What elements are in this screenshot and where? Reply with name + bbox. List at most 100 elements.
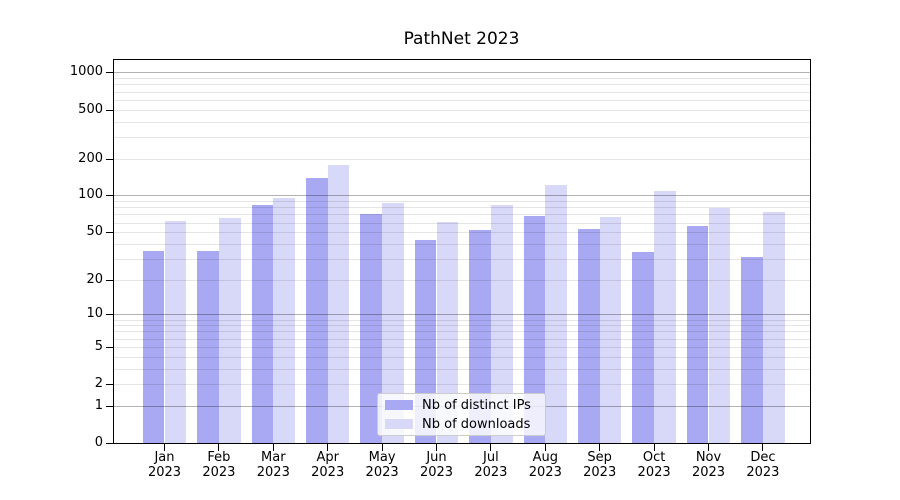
bar-downloads-feb bbox=[218, 218, 241, 443]
bar-ips-apr bbox=[306, 177, 328, 443]
x-tick-mark bbox=[327, 444, 329, 451]
bar-downloads-may bbox=[382, 202, 404, 443]
x-tick-label-month: Nov bbox=[695, 450, 722, 465]
gridline-minor bbox=[113, 207, 810, 209]
y-tick-label: 200 bbox=[78, 150, 103, 166]
x-tick-label-year: 2023 bbox=[311, 465, 345, 480]
gridline-minor bbox=[113, 214, 810, 216]
gridline-major bbox=[113, 72, 810, 74]
x-tick-label-dec: Dec 2023 bbox=[733, 450, 793, 480]
bar-downloads-aug bbox=[545, 184, 567, 443]
x-tick-label-month: Jan bbox=[154, 450, 175, 465]
x-tick-mark bbox=[490, 444, 492, 451]
gridline-minor bbox=[113, 84, 810, 86]
x-tick-label-year: 2023 bbox=[147, 465, 182, 480]
bar-ips-may bbox=[360, 213, 383, 443]
bar-downloads-nov bbox=[708, 207, 731, 443]
x-tick-label-year: 2023 bbox=[746, 465, 780, 480]
bar-ips-jun bbox=[414, 240, 437, 443]
gridline-minor bbox=[113, 325, 810, 327]
x-tick-mark bbox=[436, 444, 437, 451]
x-tick-label-mar: Mar 2023 bbox=[243, 450, 303, 480]
x-tick-label-month: Mar bbox=[261, 450, 286, 465]
y-tick-label: 100 bbox=[78, 187, 103, 203]
gridline-minor bbox=[113, 384, 810, 386]
x-tick-mark bbox=[218, 444, 220, 451]
gridline-minor bbox=[113, 232, 810, 234]
gridline-minor bbox=[113, 109, 810, 111]
gridline-minor bbox=[113, 279, 810, 281]
gridline-minor bbox=[113, 99, 810, 101]
x-tick-label-month: Jul bbox=[483, 450, 499, 465]
y-tick-mark bbox=[106, 384, 113, 386]
x-tick-label-year: 2023 bbox=[474, 465, 508, 480]
y-tick-label: 2 bbox=[94, 376, 103, 392]
x-tick-mark bbox=[653, 444, 655, 451]
gridline-major bbox=[113, 195, 810, 197]
x-tick-mark bbox=[381, 444, 383, 451]
bar-downloads-sep bbox=[599, 217, 622, 443]
bar-ips-jan bbox=[142, 250, 165, 443]
x-tick-label-sep: Sep 2023 bbox=[570, 450, 630, 480]
x-tick-label-nov: Nov 2023 bbox=[679, 450, 739, 480]
x-tick-label-may: May 2023 bbox=[352, 450, 412, 480]
gridline-major bbox=[113, 314, 810, 316]
y-tick-label: 50 bbox=[86, 224, 103, 240]
gridline-minor bbox=[113, 319, 810, 321]
legend-swatch-distinct-ips bbox=[385, 400, 413, 410]
x-tick-label-jan: Jan 2023 bbox=[135, 450, 195, 480]
y-tick-mark bbox=[106, 232, 113, 234]
legend-swatch-downloads bbox=[385, 419, 413, 429]
x-tick-mark bbox=[708, 444, 709, 451]
y-tick-mark bbox=[106, 195, 113, 197]
y-tick-mark bbox=[106, 72, 113, 74]
y-tick-label: 1 bbox=[94, 397, 103, 413]
gridline-minor bbox=[113, 331, 810, 333]
gridline-minor bbox=[113, 338, 810, 340]
gridline-minor bbox=[113, 91, 810, 93]
x-tick-mark bbox=[762, 444, 764, 451]
gridline-minor bbox=[113, 201, 810, 203]
x-tick-label-year: 2023 bbox=[202, 465, 236, 480]
bar-downloads-jul bbox=[490, 205, 513, 443]
y-tick-mark bbox=[106, 158, 113, 160]
x-tick-label-month: Dec bbox=[750, 450, 776, 465]
bar-ips-mar bbox=[251, 205, 274, 443]
x-tick-label-year: 2023 bbox=[583, 465, 617, 480]
y-tick-mark bbox=[106, 405, 113, 407]
bar-downloads-jun bbox=[436, 221, 459, 443]
bar-downloads-oct bbox=[654, 190, 676, 443]
bar-downloads-mar bbox=[273, 198, 295, 443]
gridline-minor bbox=[113, 121, 810, 123]
x-tick-label-jul: Jul 2023 bbox=[461, 450, 521, 480]
x-tick-label-month: Aug bbox=[532, 450, 558, 465]
legend-label-distinct-ips: Nb of distinct IPs bbox=[422, 397, 531, 413]
bar-downloads-dec bbox=[762, 212, 785, 443]
legend-item-distinct-ips: Nb of distinct IPs bbox=[385, 398, 537, 413]
y-tick-label: 0 bbox=[94, 435, 103, 450]
y-tick-label: 5 bbox=[94, 338, 103, 354]
y-tick-mark bbox=[106, 346, 113, 348]
y-tick-label: 10 bbox=[86, 306, 103, 322]
x-tick-label-feb: Feb 2023 bbox=[189, 450, 249, 480]
bar-downloads-apr bbox=[327, 165, 350, 443]
x-tick-mark bbox=[272, 444, 274, 451]
x-tick-label-month: May bbox=[368, 450, 396, 465]
x-tick-label-month: Jun bbox=[426, 450, 447, 465]
x-tick-label-month: Sep bbox=[587, 450, 612, 465]
x-tick-mark bbox=[164, 444, 165, 451]
legend-item-downloads: Nb of downloads bbox=[385, 417, 537, 432]
chart-title: PathNet 2023 bbox=[403, 29, 520, 49]
gridline-minor bbox=[113, 78, 810, 80]
y-tick-label: 1000 bbox=[69, 64, 103, 80]
bar-ips-oct bbox=[632, 252, 655, 443]
x-tick-label-month: Apr bbox=[316, 450, 339, 465]
x-tick-mark bbox=[544, 444, 546, 451]
gridline-minor bbox=[113, 368, 810, 370]
x-tick-label-year: 2023 bbox=[691, 465, 726, 480]
x-tick-label-year: 2023 bbox=[419, 465, 454, 480]
gridline-minor bbox=[113, 158, 810, 160]
gridline-minor bbox=[113, 346, 810, 348]
x-tick-label-year: 2023 bbox=[256, 465, 290, 480]
